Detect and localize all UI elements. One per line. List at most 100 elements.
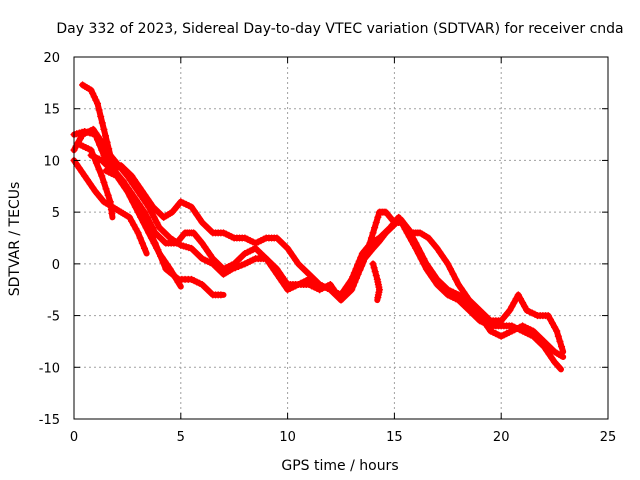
data-point <box>195 215 203 223</box>
data-point <box>289 252 297 260</box>
data-point <box>131 203 139 211</box>
data-point <box>361 253 369 261</box>
data-point <box>337 291 345 299</box>
data-point <box>359 257 367 265</box>
data-point <box>438 252 446 260</box>
data-point <box>369 229 377 237</box>
data-point <box>132 225 140 233</box>
data-point <box>153 218 161 226</box>
data-point <box>100 178 108 186</box>
data-point <box>554 332 562 340</box>
data-point <box>193 211 201 219</box>
data-point <box>345 279 353 287</box>
y-tick-label: 15 <box>43 103 60 118</box>
data-point <box>169 269 177 277</box>
series-line <box>79 81 567 360</box>
data-point <box>558 343 566 351</box>
data-point <box>412 244 420 252</box>
x-tick-label: 5 <box>177 430 185 445</box>
data-point <box>146 199 154 207</box>
data-point <box>553 327 561 335</box>
data-point <box>190 207 198 215</box>
data-point <box>75 164 83 172</box>
data-point <box>130 176 138 184</box>
chart-title: Day 332 of 2023, Sidereal Day-to-day VTE… <box>56 21 623 37</box>
data-point <box>420 260 428 268</box>
data-point <box>126 213 134 221</box>
data-point <box>161 257 169 265</box>
series-track-3 <box>70 127 567 355</box>
data-point <box>369 260 377 268</box>
data-point <box>414 250 422 258</box>
data-point <box>137 213 145 221</box>
data-point <box>446 265 454 273</box>
data-point <box>444 260 452 268</box>
data-point <box>89 89 97 97</box>
data-point <box>519 299 527 307</box>
y-tick-label: -5 <box>47 310 60 325</box>
series-track-7 <box>102 167 184 290</box>
data-point <box>141 191 149 199</box>
data-point <box>198 239 206 247</box>
data-point <box>556 337 564 345</box>
data-point <box>150 213 158 221</box>
y-tick-label: 0 <box>52 258 60 273</box>
data-point <box>217 291 225 299</box>
data-point <box>90 93 98 101</box>
data-point <box>278 278 286 286</box>
data-point <box>422 265 430 273</box>
data-point <box>454 281 462 289</box>
data-point <box>521 303 529 311</box>
data-point <box>510 299 518 307</box>
data-point <box>364 244 372 252</box>
data-point <box>508 303 516 311</box>
data-point <box>144 195 152 203</box>
data-point <box>155 250 163 258</box>
data-point <box>555 364 563 372</box>
data-point <box>126 193 134 201</box>
data-point <box>97 112 105 120</box>
data-point <box>123 187 131 195</box>
data-point <box>153 244 161 252</box>
data-point <box>96 141 104 149</box>
data-point <box>81 172 89 180</box>
data-point <box>201 243 209 251</box>
data-point <box>433 244 441 252</box>
data-point <box>366 239 374 247</box>
data-point <box>358 261 366 269</box>
data-point <box>372 271 380 279</box>
data-point <box>121 184 129 192</box>
plot-frame <box>73 56 609 420</box>
x-tick-label: 15 <box>386 430 403 445</box>
series-track-5 <box>76 141 116 221</box>
data-point <box>540 343 548 351</box>
x-axis-title: GPS time / hours <box>281 458 398 474</box>
data-point <box>462 292 470 300</box>
data-point <box>545 350 553 358</box>
data-point <box>410 240 418 248</box>
data-point <box>91 131 99 139</box>
data-point <box>108 209 116 217</box>
data-point <box>206 251 214 259</box>
data-point <box>342 283 350 291</box>
data-point <box>98 146 106 154</box>
data-point <box>100 151 108 159</box>
y-tick-label: 10 <box>43 154 60 169</box>
data-point <box>276 274 284 282</box>
data-point <box>460 288 468 296</box>
data-point <box>514 291 522 299</box>
data-point <box>372 218 380 226</box>
data-point <box>166 265 174 273</box>
data-point <box>147 208 155 216</box>
data-point <box>407 237 415 245</box>
data-point <box>138 239 146 247</box>
data-point <box>136 184 144 192</box>
series-layer <box>70 81 567 373</box>
data-point <box>128 172 136 180</box>
data-point <box>457 284 465 292</box>
data-point <box>417 255 425 263</box>
axis-ticks: 0 5 10 15 20 25 -15 -10 -5 0 5 10 15 20 <box>39 51 617 445</box>
data-point <box>78 168 86 176</box>
data-point <box>428 273 436 281</box>
data-point <box>548 319 556 327</box>
